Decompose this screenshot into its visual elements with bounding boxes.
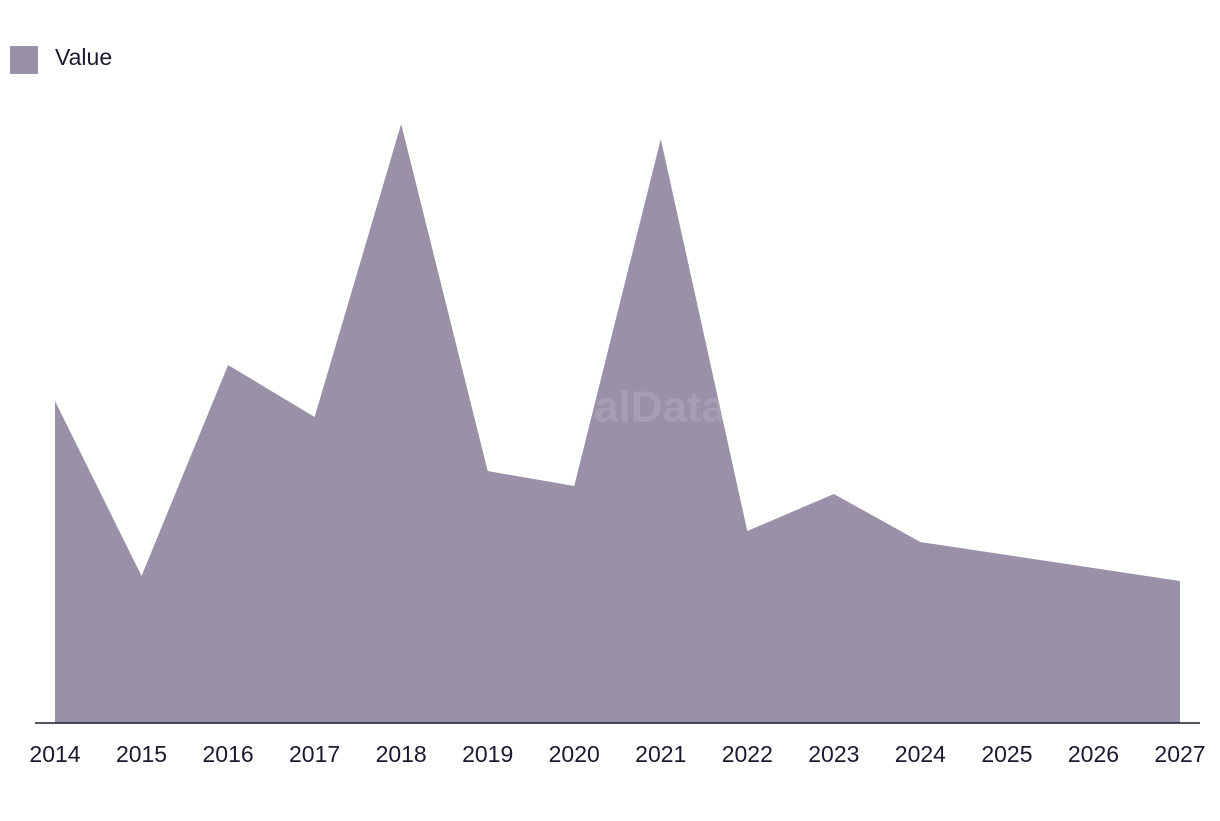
x-tick-label: 2027 — [1154, 741, 1205, 767]
x-tick-label: 2023 — [808, 741, 859, 767]
x-tick-label: 2024 — [895, 741, 946, 767]
legend-label: Value — [55, 44, 112, 70]
legend-swatch — [10, 46, 38, 74]
x-tick-label: 2019 — [462, 741, 513, 767]
x-tick-label: 2014 — [29, 741, 80, 767]
x-tick-label: 2016 — [202, 741, 253, 767]
x-tick-label: 2017 — [289, 741, 340, 767]
x-tick-label: 2015 — [116, 741, 167, 767]
x-tick-label: 2025 — [981, 741, 1032, 767]
x-tick-label: 2020 — [549, 741, 600, 767]
x-tick-label: 2021 — [635, 741, 686, 767]
x-tick-label: 2026 — [1068, 741, 1119, 767]
x-tick-label: 2022 — [722, 741, 773, 767]
x-tick-label: 2018 — [376, 741, 427, 767]
watermark: GlobalData — [494, 383, 727, 432]
area — [55, 124, 1180, 723]
